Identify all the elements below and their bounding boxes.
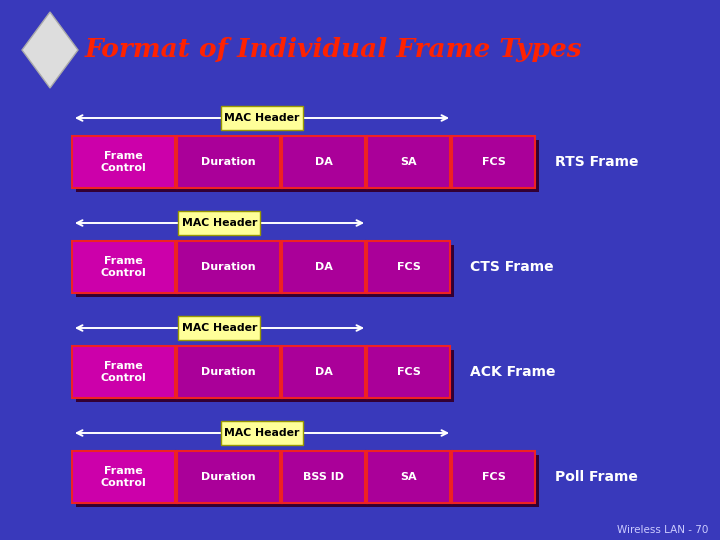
Text: Frame
Control: Frame Control (101, 361, 146, 383)
Bar (72, 136, 175, 188)
FancyBboxPatch shape (179, 211, 261, 235)
Bar (367, 451, 450, 503)
Bar (282, 346, 365, 398)
Text: FCS: FCS (482, 157, 505, 167)
Bar (76, 139, 539, 192)
Text: DA: DA (315, 367, 333, 377)
Text: FCS: FCS (397, 262, 420, 272)
Text: MAC Header: MAC Header (182, 218, 257, 228)
Text: RTS Frame: RTS Frame (555, 155, 639, 169)
Bar (282, 451, 365, 503)
FancyBboxPatch shape (179, 316, 261, 340)
Bar (76, 455, 539, 507)
FancyBboxPatch shape (221, 106, 303, 130)
Text: FCS: FCS (482, 472, 505, 482)
Bar (72, 241, 175, 293)
Text: Format of Individual Frame Types: Format of Individual Frame Types (85, 37, 582, 63)
Text: FCS: FCS (397, 367, 420, 377)
Text: Duration: Duration (201, 157, 256, 167)
Bar (72, 346, 175, 398)
Text: CTS Frame: CTS Frame (470, 260, 554, 274)
Text: Duration: Duration (201, 262, 256, 272)
Text: Frame
Control: Frame Control (101, 256, 146, 278)
Text: Poll Frame: Poll Frame (555, 470, 638, 484)
Text: DA: DA (315, 262, 333, 272)
Text: SA: SA (400, 472, 417, 482)
Bar (76, 245, 454, 296)
Polygon shape (22, 12, 78, 88)
Bar (72, 451, 175, 503)
FancyBboxPatch shape (221, 421, 303, 445)
Bar (367, 241, 450, 293)
Bar (177, 451, 280, 503)
Bar (177, 136, 280, 188)
Bar (282, 241, 365, 293)
Text: Frame
Control: Frame Control (101, 466, 146, 488)
Text: Wireless LAN - 70: Wireless LAN - 70 (616, 525, 708, 535)
Text: DA: DA (315, 157, 333, 167)
Bar (76, 349, 454, 402)
Bar (282, 136, 365, 188)
Text: ACK Frame: ACK Frame (470, 365, 556, 379)
Bar (452, 136, 535, 188)
Text: Duration: Duration (201, 472, 256, 482)
Bar (367, 136, 450, 188)
Text: MAC Header: MAC Header (225, 113, 300, 123)
Text: MAC Header: MAC Header (225, 428, 300, 438)
Text: Duration: Duration (201, 367, 256, 377)
Bar (452, 451, 535, 503)
Bar (367, 346, 450, 398)
Text: MAC Header: MAC Header (182, 323, 257, 333)
Text: SA: SA (400, 157, 417, 167)
Text: BSS ID: BSS ID (303, 472, 344, 482)
Bar (177, 241, 280, 293)
Bar (177, 346, 280, 398)
Text: Frame
Control: Frame Control (101, 151, 146, 173)
